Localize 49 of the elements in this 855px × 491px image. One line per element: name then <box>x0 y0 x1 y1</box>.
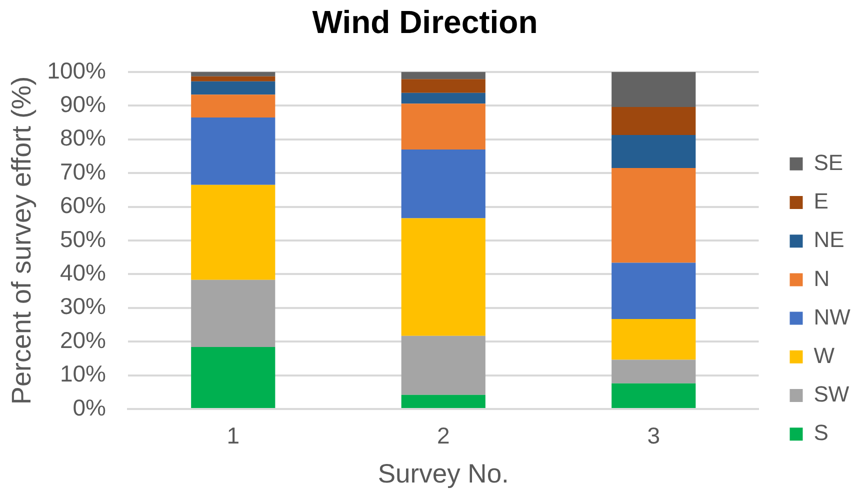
bar <box>191 280 276 347</box>
bar <box>191 346 276 408</box>
bar <box>612 107 696 136</box>
y-tick-label: 10% <box>60 360 106 387</box>
x-axis-title: Survey No. <box>378 458 509 488</box>
bar <box>401 218 486 336</box>
bar <box>191 72 276 76</box>
bar <box>191 81 276 95</box>
y-tick-label: 70% <box>60 158 106 184</box>
y-tick-label: 90% <box>60 91 106 118</box>
bar <box>191 94 276 118</box>
y-tick-label: 100% <box>47 57 106 84</box>
legend-label: W <box>814 342 835 368</box>
bar <box>612 72 696 108</box>
bar <box>191 184 276 280</box>
bar <box>191 76 276 82</box>
y-axis-title: Percent of survey effort (%) <box>6 76 37 405</box>
y-tick-label: 60% <box>60 192 106 218</box>
bar <box>401 394 486 408</box>
chart-title: Wind Direction <box>312 4 538 40</box>
bar <box>401 79 486 93</box>
legend-label: N <box>814 266 830 291</box>
bar <box>612 360 696 384</box>
x-tick-label: 3 <box>647 422 660 448</box>
y-tick-label: 20% <box>60 326 106 353</box>
legend-label: E <box>814 188 828 214</box>
y-tick-label: 50% <box>60 226 106 252</box>
bar <box>612 168 696 263</box>
legend-label: NW <box>814 304 851 330</box>
bar <box>612 383 696 408</box>
y-tick-label: 0% <box>72 394 106 420</box>
bar <box>612 262 696 320</box>
bar <box>401 104 486 150</box>
legend-label: S <box>814 420 828 446</box>
bar <box>401 150 486 218</box>
x-tick-label: 2 <box>436 422 450 448</box>
bar <box>401 72 486 80</box>
bar <box>191 117 276 185</box>
legend-label: NE <box>814 227 844 252</box>
bar <box>612 319 696 360</box>
bar <box>612 135 696 168</box>
x-tick-label: 1 <box>226 422 240 448</box>
y-tick-label: 30% <box>60 293 106 320</box>
legend-label: SE <box>814 150 844 175</box>
y-tick-label: 80% <box>60 124 106 151</box>
y-tick-label: 40% <box>60 260 106 286</box>
bar <box>401 92 486 104</box>
legend-label: SW <box>814 382 850 407</box>
bar <box>401 336 486 395</box>
